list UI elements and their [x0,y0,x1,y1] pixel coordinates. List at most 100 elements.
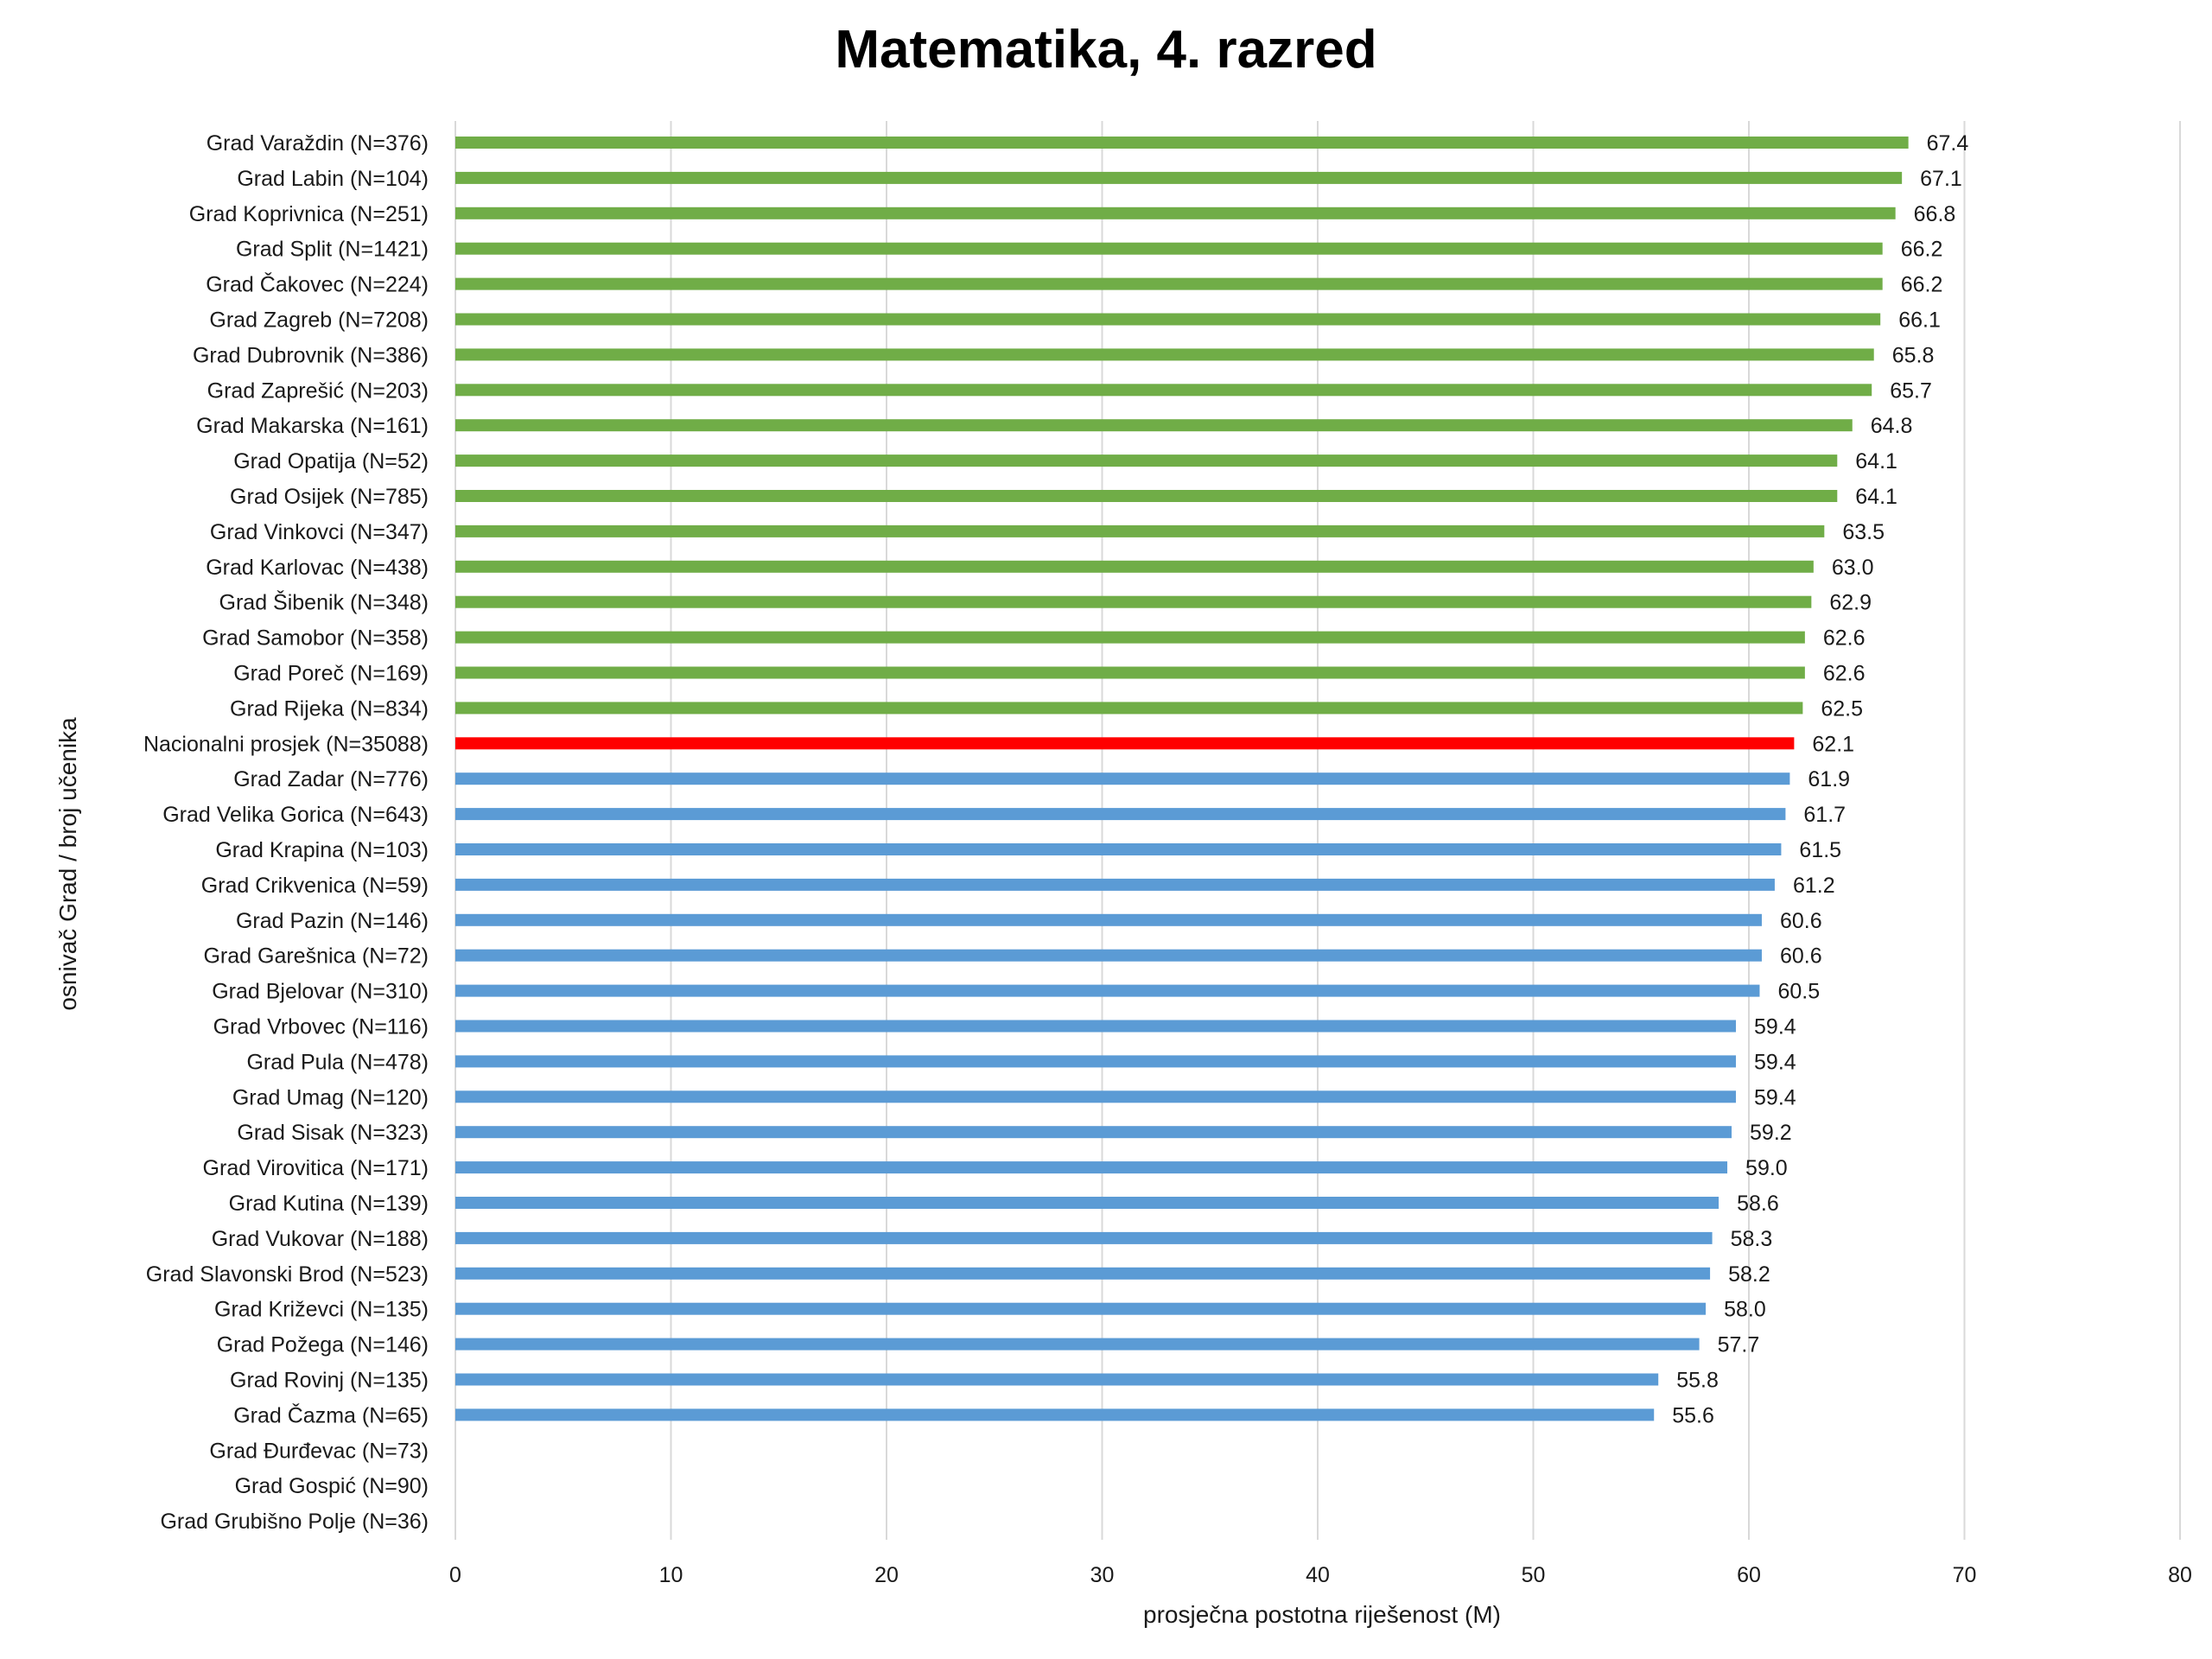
value-label: 65.8 [1892,343,1935,367]
value-label: 60.5 [1777,980,1820,1004]
x-axis-title: prosječna postotna riješenost (M) [1143,1601,1501,1628]
value-label: 59.4 [1754,1050,1796,1074]
bar [455,560,1814,573]
bar [455,1197,1719,1209]
category-label: Grad Crikvenica (N=59) [201,874,429,898]
value-label: 62.9 [1829,591,1872,615]
gridlines [454,121,2181,1540]
value-label: 66.1 [1898,308,1941,333]
value-label: 63.5 [1842,520,1885,544]
bar [455,913,1762,926]
category-label: Grad Velika Gorica (N=643) [162,803,429,827]
category-label: Grad Koprivnica (N=251) [189,202,429,226]
bar [455,949,1762,962]
value-label: 61.2 [1793,874,1835,898]
value-label: 58.3 [1731,1227,1773,1251]
category-label: Grad Poreč (N=169) [233,662,429,686]
bar [455,1267,1711,1280]
x-tick-label: 70 [1953,1563,1977,1587]
bar [455,207,1896,219]
x-axis-ticks: 0 10 20 30 40 50 60 70 80 [449,1563,2192,1587]
national-average-bar [455,737,1795,750]
bar [455,843,1782,855]
bar [455,1338,1700,1351]
bar [455,1302,1707,1315]
bar [455,702,1803,715]
category-label: Grad Bjelovar (N=310) [212,980,429,1004]
category-label: Grad Labin (N=104) [237,167,429,191]
bar [455,524,1825,537]
x-tick-label: 50 [1522,1563,1546,1587]
category-label: Grad Vinkovci (N=347) [210,520,429,544]
value-label: 59.4 [1754,1015,1796,1039]
value-label: 55.8 [1676,1369,1719,1393]
value-label: 59.2 [1750,1121,1792,1145]
value-label: 58.2 [1728,1262,1770,1287]
value-label: 67.1 [1920,167,1962,191]
y-axis-title: osnivač Grad / broj učenika [54,717,81,1011]
value-label: 57.7 [1718,1333,1760,1357]
bar [455,631,1805,644]
bar [455,808,1786,821]
bar [455,454,1838,467]
category-label: Grad Varaždin (N=376) [207,131,429,156]
bar [455,878,1775,891]
category-labels: Grad Varaždin (N=376) Grad Labin (N=104) G… [143,131,429,1534]
value-label: 63.0 [1832,556,1874,580]
category-label: Grad Krapina (N=103) [215,838,429,862]
bar [455,1126,1732,1139]
value-label: 67.4 [1927,131,1969,156]
category-label: Grad Zaprešić (N=203) [207,378,429,403]
bar [455,313,1881,326]
value-label: 60.6 [1780,944,1822,969]
value-label: 58.6 [1737,1192,1779,1216]
bar [455,595,1812,608]
x-tick-label: 10 [659,1563,683,1587]
x-tick-label: 0 [449,1563,461,1587]
value-label: 64.1 [1855,449,1897,474]
bars [455,137,1909,1421]
category-label: Grad Požega (N=146) [217,1333,429,1357]
category-label: Grad Samobor (N=358) [202,626,429,651]
category-label: Grad Rovinj (N=135) [230,1369,429,1393]
category-label: Grad Garešnica (N=72) [203,944,429,969]
bar [455,171,1903,184]
value-label: 58.0 [1724,1298,1766,1322]
bar [455,666,1805,679]
category-label: Nacionalni prosjek (N=35088) [143,732,429,756]
bar [455,1373,1659,1386]
category-label: Grad Grubišno Polje (N=36) [160,1510,429,1534]
bar [455,348,1874,361]
value-labels: 67.4 67.1 66.8 66.2 66.2 66.1 65.8 65.7 64.8 64.1… [1672,131,1968,1427]
category-label: Grad Slavonski Brod (N=523) [146,1262,429,1287]
value-label: 62.6 [1823,626,1866,651]
value-label: 64.8 [1871,414,1913,438]
category-label: Grad Dubrovnik (N=386) [193,343,429,367]
bar [455,277,1883,290]
x-tick-label: 40 [1306,1563,1330,1587]
bar [455,1020,1737,1033]
value-label: 65.7 [1890,378,1932,403]
bar [455,1161,1728,1174]
category-label: Grad Đurđevac (N=73) [209,1439,429,1463]
bar [455,1231,1713,1244]
category-label: Grad Rijeka (N=834) [230,696,429,721]
bar [455,490,1838,502]
value-label: 66.2 [1901,273,1943,297]
category-label: Grad Vukovar (N=188) [212,1227,429,1251]
bar [455,242,1883,255]
bar [455,1055,1737,1068]
value-label: 62.5 [1821,696,1863,721]
category-label: Grad Sisak (N=323) [237,1121,429,1145]
category-label: Grad Virovitica (N=171) [203,1156,429,1180]
x-tick-label: 60 [1737,1563,1761,1587]
category-label: Grad Čazma (N=65) [233,1402,429,1427]
value-label: 59.0 [1745,1156,1788,1180]
value-label: 55.6 [1672,1403,1714,1427]
category-label: Grad Split (N=1421) [236,238,429,262]
value-label: 60.6 [1780,909,1822,933]
bar [455,419,1853,432]
x-tick-label: 30 [1090,1563,1115,1587]
value-label: 66.8 [1914,202,1956,226]
